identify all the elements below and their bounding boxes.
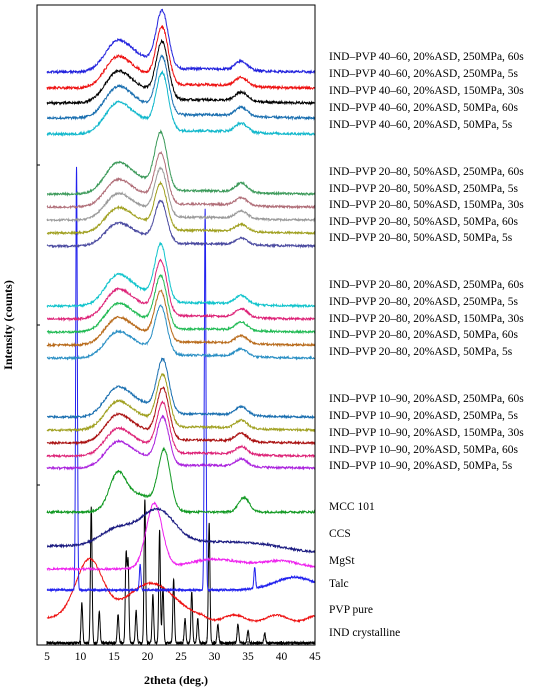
series-line (46, 129, 316, 197)
series-line (46, 54, 316, 121)
series-label: IND–PVP 20–80, 20%ASD, 250MPa, 60s (329, 279, 524, 291)
series-line (46, 180, 316, 236)
series-label: IND–PVP 40–60, 20%ASD, 250MPa, 60s (329, 51, 524, 63)
series-line (46, 386, 316, 446)
series-label: CCS (329, 528, 351, 540)
x-tick-label: 25 (175, 651, 187, 663)
series-label: IND–PVP 10–90, 20%ASD, 150MPa, 30s (329, 427, 524, 439)
series-label: IND–PVP 40–60, 20%ASD, 50MPa, 60s (329, 102, 519, 114)
series-line (46, 414, 316, 471)
x-tick-label: 15 (108, 651, 120, 663)
series-label: IND–PVP 20–80, 50%ASD, 250MPa, 5s (329, 183, 519, 195)
series-label: IND–PVP 20–80, 50%ASD, 50MPa, 60s (329, 216, 519, 228)
x-tick-label: 40 (276, 651, 288, 663)
series-line (46, 357, 316, 420)
series-line (46, 166, 316, 593)
series-line (46, 25, 316, 91)
series-label: IND–PVP 40–60, 20%ASD, 150MPa, 30s (329, 85, 524, 97)
series-label: IND–PVP 10–90, 20%ASD, 50MPa, 5s (329, 460, 513, 472)
series-label: IND–PVP 20–80, 50%ASD, 250MPa, 60s (329, 166, 524, 178)
x-tick-label: 35 (242, 651, 254, 663)
series-line (46, 274, 316, 335)
series-label: IND–PVP 40–60, 20%ASD, 50MPa, 5s (329, 119, 513, 131)
series-traces (46, 8, 316, 647)
series-line (46, 557, 316, 624)
series-label: IND–PVP 20–80, 50%ASD, 150MPa, 30s (329, 199, 524, 211)
series-labels: IND–PVP 40–60, 20%ASD, 250MPa, 60s IND–PV… (329, 51, 524, 639)
series-line (46, 241, 316, 309)
series-line (46, 150, 316, 210)
series-line (46, 38, 316, 106)
series-label: IND–PVP 20–80, 20%ASD, 50MPa, 5s (329, 346, 513, 358)
series-label: IND–PVP 40–60, 20%ASD, 250MPa, 5s (329, 68, 519, 80)
x-tick-label: 5 (44, 651, 50, 663)
x-tick-label: 20 (142, 651, 154, 663)
series-label: IND–PVP 20–80, 50%ASD, 50MPa, 5s (329, 232, 513, 244)
series-label: IND–PVP 20–80, 20%ASD, 150MPa, 30s (329, 313, 524, 325)
series-label: MgSt (329, 555, 355, 567)
series-line (46, 501, 316, 572)
x-tick-label: 10 (75, 651, 87, 663)
series-line (46, 69, 316, 137)
series-label: IND–PVP 10–90, 20%ASD, 250MPa, 5s (329, 410, 519, 422)
series-label: PVP pure (329, 604, 373, 616)
series-label: IND–PVP 10–90, 20%ASD, 250MPa, 60s (329, 393, 524, 405)
series-label: IND–PVP 20–80, 20%ASD, 50MPa, 60s (329, 329, 519, 341)
y-axis-ticks (37, 164, 40, 486)
x-tick-label: 30 (209, 651, 221, 663)
series-label: IND crystalline (329, 627, 400, 639)
series-line (46, 166, 316, 223)
series-line (46, 8, 316, 75)
series-line (46, 506, 315, 554)
series-label: MCC 101 (329, 501, 375, 513)
series-label: Talc (329, 578, 349, 590)
series-line (46, 400, 316, 459)
series-label: IND–PVP 10–90, 20%ASD, 50MPa, 60s (329, 444, 519, 456)
x-tick-label: 45 (309, 651, 321, 663)
series-line (46, 373, 316, 433)
x-axis-title: 2theta (deg.) (144, 673, 208, 687)
series-line (46, 446, 316, 515)
y-axis-title: Intensity (counts) (1, 280, 15, 370)
x-axis-ticks: 5 10 15 20 25 30 35 40 45 (44, 641, 321, 663)
series-line (46, 258, 315, 322)
series-line (46, 304, 315, 361)
series-label: IND–PVP 20–80, 20%ASD, 250MPa, 5s (329, 296, 519, 308)
series-line (46, 199, 316, 249)
series-line (46, 289, 315, 348)
